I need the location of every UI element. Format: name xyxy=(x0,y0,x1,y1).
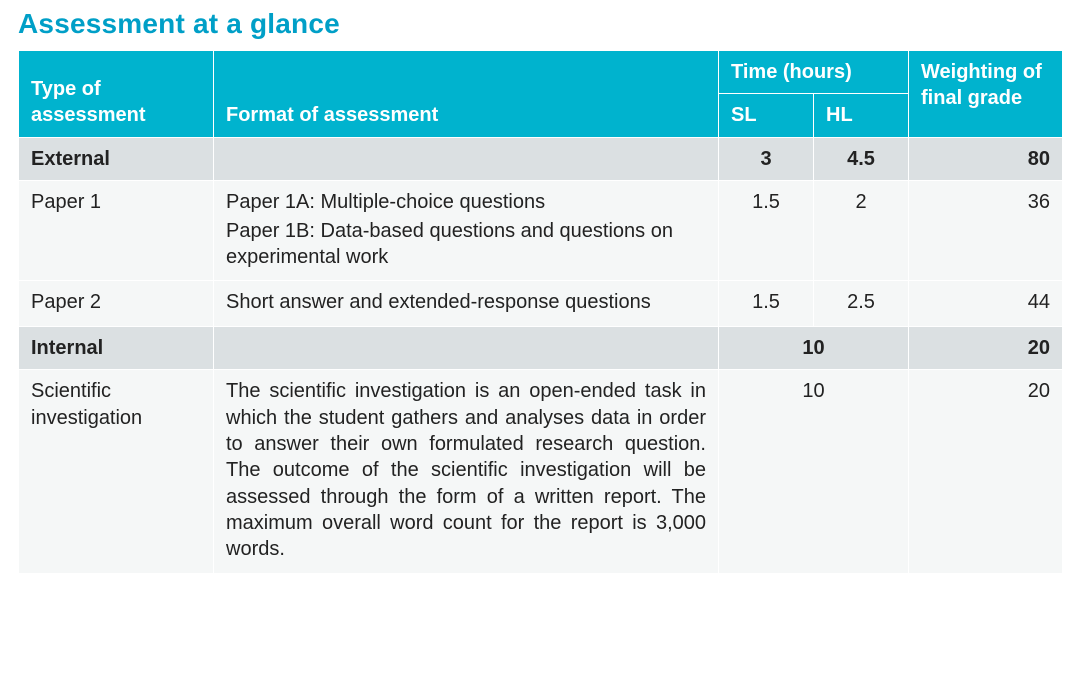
table-row-section: Internal 10 20 xyxy=(19,326,1063,369)
cell-format xyxy=(214,326,719,369)
table-row: Paper 2 Short answer and extended-respon… xyxy=(19,281,1063,326)
table-row: Scientific investigation The scientific … xyxy=(19,370,1063,574)
cell-type: External xyxy=(19,137,214,180)
th-format: Format of assessment xyxy=(214,51,719,138)
assessment-table: Type of assessment Format of assessment … xyxy=(18,50,1063,574)
cell-format: Paper 1A: Multiple-choice questions Pape… xyxy=(214,181,719,281)
cell-time-merged: 10 xyxy=(719,370,909,574)
cell-weight: 20 xyxy=(909,370,1063,574)
cell-weight: 36 xyxy=(909,181,1063,281)
th-hl: HL xyxy=(814,94,909,137)
cell-hl: 2 xyxy=(814,181,909,281)
cell-type: Internal xyxy=(19,326,214,369)
cell-sl: 3 xyxy=(719,137,814,180)
format-line: Paper 1A: Multiple-choice questions xyxy=(226,189,706,215)
cell-type: Paper 2 xyxy=(19,281,214,326)
cell-format: Short answer and extended-response quest… xyxy=(214,281,719,326)
th-time-group: Time (hours) xyxy=(719,51,909,94)
cell-time-merged: 10 xyxy=(719,326,909,369)
cell-hl: 4.5 xyxy=(814,137,909,180)
cell-format: The scientific investigation is an open-… xyxy=(214,370,719,574)
cell-type: Paper 1 xyxy=(19,181,214,281)
cell-sl: 1.5 xyxy=(719,281,814,326)
cell-format xyxy=(214,137,719,180)
cell-type: Scientific investigation xyxy=(19,370,214,574)
cell-hl: 2.5 xyxy=(814,281,909,326)
page-title: Assessment at a glance xyxy=(18,8,1062,40)
cell-weight: 20 xyxy=(909,326,1063,369)
format-line: Paper 1B: Data-based questions and quest… xyxy=(226,218,706,271)
table-header-row-1: Type of assessment Format of assessment … xyxy=(19,51,1063,94)
th-weighting: Weighting of final grade xyxy=(909,51,1063,138)
cell-sl: 1.5 xyxy=(719,181,814,281)
cell-weight: 44 xyxy=(909,281,1063,326)
cell-weight: 80 xyxy=(909,137,1063,180)
format-line: Short answer and extended-response quest… xyxy=(226,289,706,315)
format-line: The scientific investigation is an open-… xyxy=(226,378,706,563)
th-type: Type of assessment xyxy=(19,51,214,138)
table-row-section: External 3 4.5 80 xyxy=(19,137,1063,180)
th-sl: SL xyxy=(719,94,814,137)
table-row: Paper 1 Paper 1A: Multiple-choice questi… xyxy=(19,181,1063,281)
